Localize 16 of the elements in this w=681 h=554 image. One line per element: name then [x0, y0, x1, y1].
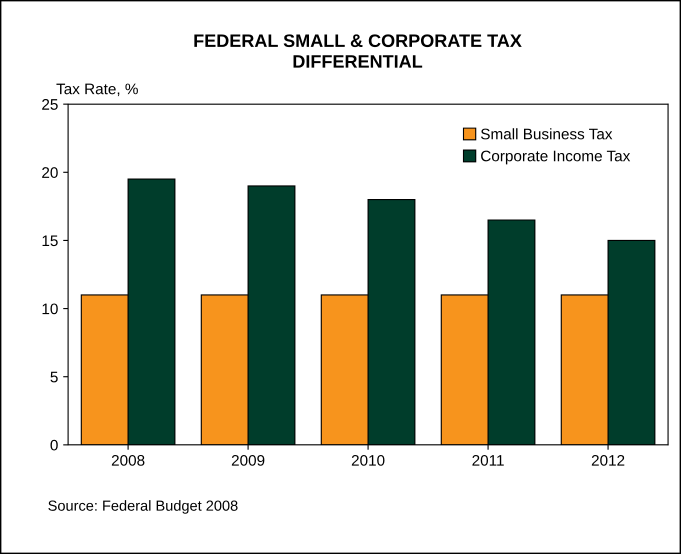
y-tick-label: 20 [42, 167, 58, 178]
legend-label: Corporate Income Tax [481, 150, 630, 164]
source-note: Source: Federal Budget 2008 [48, 500, 238, 514]
y-tick-label: 15 [42, 235, 58, 246]
y-tick-label: 10 [42, 303, 58, 314]
x-tick-label: 2012 [592, 454, 624, 466]
x-tick-label: 2009 [232, 454, 264, 466]
x-tick-label: 2011 [472, 454, 504, 466]
legend-label: Small Business Tax [480, 128, 612, 140]
x-tick-label: 2008 [112, 454, 144, 466]
y-tick-label: 25 [42, 99, 58, 110]
chart-title: FEDERAL SMALL & CORPORATE TAX DIFFERENTIAL [194, 34, 522, 68]
y-tick-label: 0 [50, 440, 58, 451]
y-tick-label: 5 [50, 372, 58, 382]
y-axis-title: Tax Rate, % [56, 84, 138, 96]
x-tick-label: 2010 [352, 454, 384, 466]
